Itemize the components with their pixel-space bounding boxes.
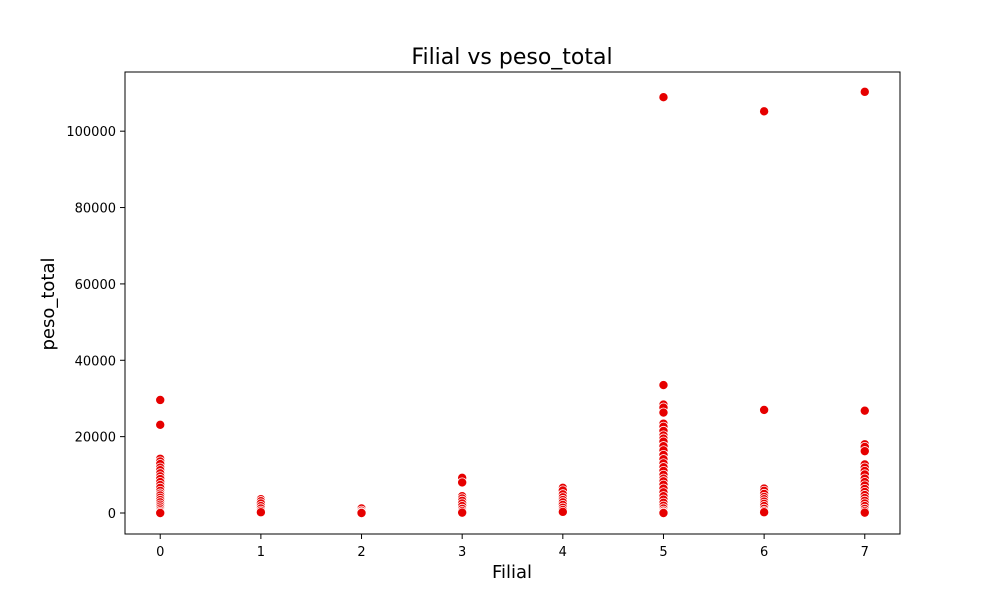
points-layer — [155, 86, 870, 518]
x-tick-label: 6 — [760, 545, 768, 560]
x-tick-label: 1 — [257, 545, 265, 560]
data-point — [759, 106, 770, 117]
data-point — [658, 380, 669, 391]
data-point — [155, 394, 166, 405]
y-tick-label: 60000 — [75, 278, 116, 293]
y-tick-label: 40000 — [75, 354, 116, 369]
data-point — [658, 407, 669, 418]
data-point — [759, 507, 770, 518]
x-axis-label: Filial — [492, 562, 532, 583]
data-point — [859, 446, 870, 457]
y-tick-label: 0 — [108, 507, 116, 522]
data-point — [859, 86, 870, 97]
y-tick-label: 100000 — [66, 125, 116, 140]
plot-frame — [124, 71, 901, 535]
x-tick-label: 3 — [458, 545, 466, 560]
data-point — [658, 507, 669, 518]
data-point — [457, 507, 468, 518]
data-point — [557, 506, 568, 517]
data-point — [155, 419, 166, 430]
x-tick-label: 0 — [156, 545, 164, 560]
data-point — [457, 477, 468, 488]
y-axis: 0 20000 40000 60000 80000 100000 — [66, 125, 125, 522]
x-tick-label: 7 — [861, 545, 869, 560]
data-point — [356, 507, 367, 518]
data-point — [859, 405, 870, 416]
data-point — [155, 507, 166, 518]
x-tick-label: 5 — [659, 545, 667, 560]
y-axis-label: peso_total — [38, 257, 59, 350]
x-tick-label: 2 — [357, 545, 365, 560]
data-point — [255, 507, 266, 518]
chart-title: Filial vs peso_total — [411, 45, 612, 70]
data-point — [759, 404, 770, 415]
data-point — [658, 92, 669, 103]
y-tick-label: 80000 — [75, 202, 116, 217]
y-tick-label: 20000 — [75, 431, 116, 446]
x-tick-label: 4 — [559, 545, 567, 560]
data-point — [859, 507, 870, 518]
x-axis: 0 1 2 3 4 5 6 7 — [156, 534, 869, 560]
